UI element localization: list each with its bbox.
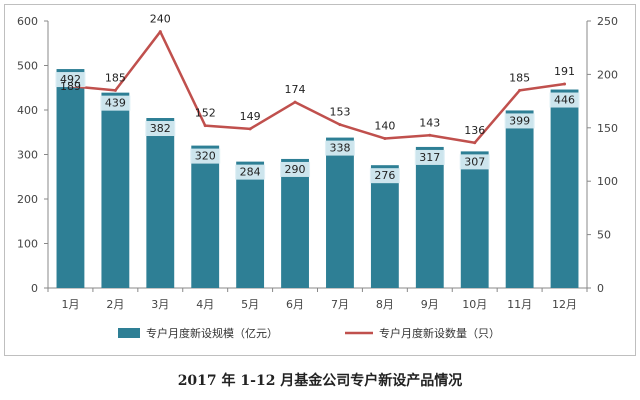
- bar-4: [191, 145, 220, 288]
- bar-3: [146, 118, 175, 288]
- x-tick-label: 6月: [286, 298, 304, 311]
- x-tick-label: 9月: [421, 298, 439, 311]
- bar-label-bg: [55, 72, 86, 88]
- line-value-label: 152: [195, 107, 216, 120]
- x-tick-label: 5月: [241, 298, 259, 311]
- combo-chart: 0 100 200 300 400 500 600 0 50 100 150 200 250 1月 2月 3月…: [17, 13, 618, 340]
- line-value-label: 189: [60, 80, 81, 93]
- y-left-tick-label: 300: [17, 149, 38, 162]
- line-point-6: [293, 100, 297, 104]
- bar-label-bg: [190, 148, 221, 164]
- bar-value-label: 317: [419, 151, 440, 164]
- line-value-label: 191: [554, 65, 575, 78]
- count-line: [70, 30, 565, 145]
- bar-9: [415, 146, 444, 288]
- y-left-tick-label: 100: [17, 238, 38, 251]
- bar-value-label: 338: [329, 142, 350, 155]
- y-right-tick-label: 250: [597, 15, 618, 28]
- line-value-label: 153: [329, 106, 350, 119]
- y-right-tick-label: 100: [597, 175, 618, 188]
- bar-label-bg: [145, 121, 176, 137]
- x-tick-label: 2月: [106, 298, 124, 311]
- bar-series: [56, 69, 579, 289]
- bar-label-bg: [549, 92, 580, 108]
- line-value-label: 174: [285, 83, 306, 96]
- line-series: [68, 30, 567, 145]
- x-tick-label: 12月: [552, 298, 577, 311]
- y-right-tick-label: 50: [597, 229, 611, 242]
- bar-value-label: 439: [105, 97, 126, 110]
- axes: 0 100 200 300 400 500 600 0 50 100 150 200 250 1月 2月 3月…: [17, 15, 618, 311]
- bar-value-label: 492: [60, 73, 81, 86]
- bar-value-label: 399: [509, 114, 530, 127]
- bar-value-label: 290: [285, 163, 306, 176]
- line-point-2: [113, 88, 117, 92]
- x-tick-label: 1月: [61, 298, 79, 311]
- legend-label-bar: 专户月度新设规模（亿元）: [146, 326, 278, 340]
- bar-label-bg: [280, 161, 311, 177]
- line-point-11: [518, 88, 522, 92]
- x-tick-label: 4月: [196, 298, 214, 311]
- bar-label-bg: [369, 168, 400, 184]
- bar-7: [326, 137, 354, 288]
- x-tick-label: 8月: [376, 298, 394, 311]
- chart-caption: 2017 年 1-12 月基金公司专户新设产品情况: [177, 373, 463, 389]
- bar-value-label: 276: [374, 169, 395, 182]
- legend-label-line: 专户月度新设数量（只）: [379, 326, 500, 340]
- legend: 专户月度新设规模（亿元） 专户月度新设数量（只）: [118, 326, 500, 340]
- bar-label-bg: [414, 149, 445, 165]
- bar-8: [370, 165, 399, 288]
- data-labels: 492 439 382 320 284 290 338 276 317 307 399 446 189 1…: [55, 13, 580, 184]
- line-value-label: 185: [105, 71, 126, 84]
- line-point-5: [248, 127, 252, 131]
- bar-11: [505, 110, 534, 288]
- bar-6: [281, 158, 309, 288]
- y-left-tick-label: 600: [17, 15, 38, 28]
- line-point-8: [383, 136, 387, 140]
- line-value-label: 143: [419, 116, 440, 129]
- bar-2: [101, 92, 130, 289]
- line-point-12: [563, 82, 567, 86]
- x-tick-label: 3月: [151, 298, 169, 311]
- bar-10: [460, 151, 489, 288]
- bar-1: [56, 69, 85, 288]
- bar-label-bg: [235, 164, 266, 180]
- line-value-label: 149: [240, 110, 261, 123]
- line-point-9: [428, 133, 432, 137]
- bar-value-label: 307: [464, 155, 485, 168]
- line-value-label: 136: [464, 124, 485, 137]
- y-right-tick-label: 200: [597, 68, 618, 81]
- y-left-tick-label: 400: [17, 104, 38, 117]
- x-tick-label: 10月: [462, 298, 487, 311]
- x-tick-label: 11月: [507, 298, 532, 311]
- y-left-tick-label: 500: [17, 60, 38, 73]
- bar-value-label: 382: [150, 122, 171, 135]
- y-left-tick-label: 0: [31, 282, 38, 295]
- bar-value-label: 446: [554, 94, 575, 107]
- line-value-label: 240: [150, 13, 171, 26]
- line-point-7: [338, 123, 342, 127]
- line-value-label: 185: [509, 71, 530, 84]
- bar-12: [550, 89, 579, 288]
- line-point-10: [473, 141, 477, 145]
- legend-swatch-bar: [118, 328, 140, 338]
- bar-value-label: 320: [195, 150, 216, 163]
- line-value-label: 140: [374, 119, 395, 132]
- bar-value-label: 284: [240, 166, 261, 179]
- bar-label-bg: [504, 113, 535, 129]
- y-right-tick-label: 150: [597, 122, 618, 135]
- bar-label-bg: [100, 95, 131, 111]
- line-point-3: [158, 30, 162, 34]
- line-point-4: [203, 124, 207, 128]
- y-left-tick-label: 200: [17, 193, 38, 206]
- bar-label-bg: [324, 140, 355, 156]
- bar-5: [236, 161, 265, 288]
- bar-label-bg: [459, 154, 490, 170]
- y-right-tick-label: 0: [597, 282, 604, 295]
- x-tick-label: 7月: [331, 298, 349, 311]
